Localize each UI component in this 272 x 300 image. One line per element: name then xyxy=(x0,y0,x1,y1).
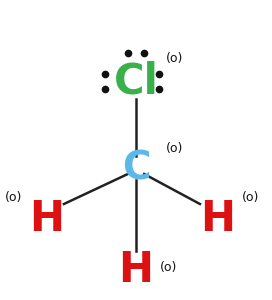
Text: (o): (o) xyxy=(165,142,183,155)
Text: Cl: Cl xyxy=(114,60,158,102)
Text: (o): (o) xyxy=(160,260,177,274)
Text: (o): (o) xyxy=(5,191,22,205)
Text: C: C xyxy=(122,149,150,187)
Text: H: H xyxy=(119,249,153,291)
Text: H: H xyxy=(29,198,64,240)
Text: H: H xyxy=(200,198,235,240)
Text: (o): (o) xyxy=(242,191,259,205)
Text: (o): (o) xyxy=(165,52,183,65)
